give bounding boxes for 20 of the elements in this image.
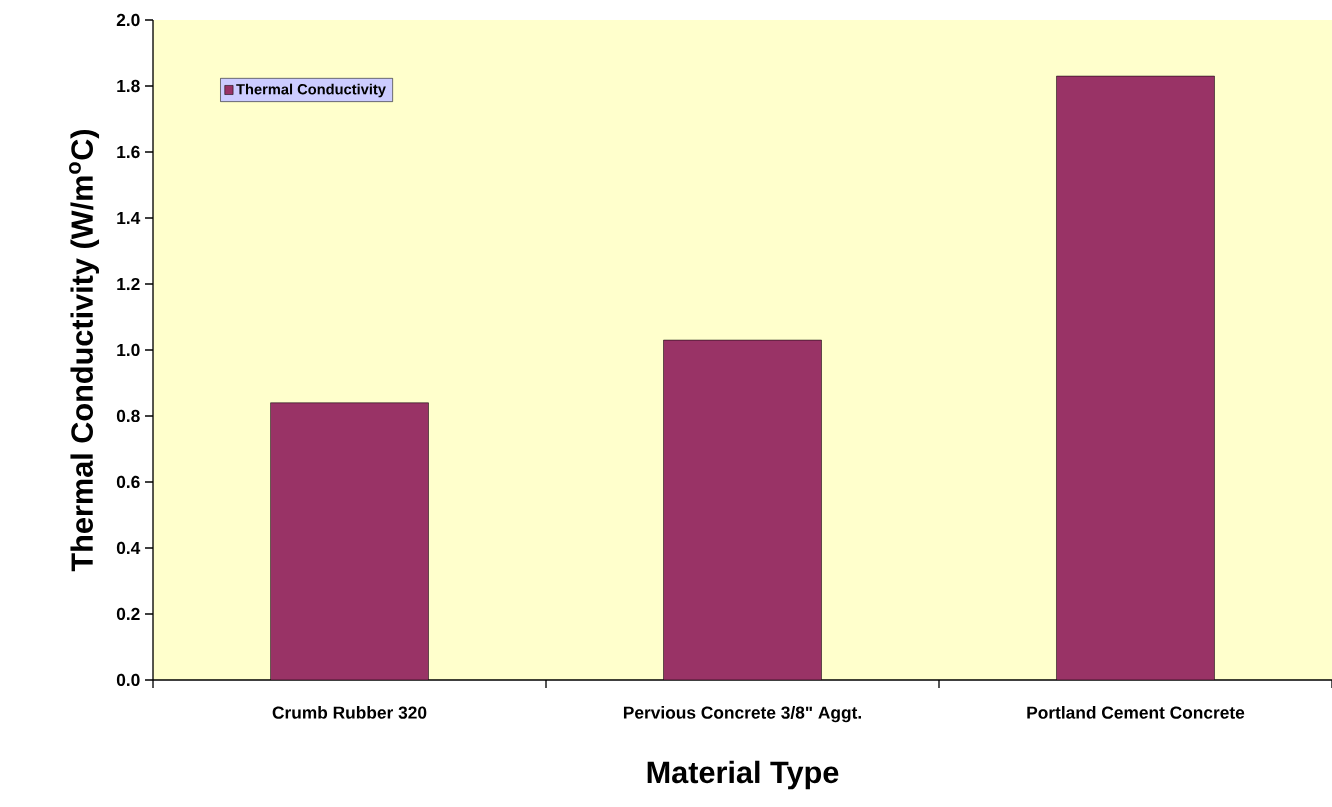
y-tick-label: 0.6: [116, 475, 140, 489]
y-axis-title: Thermal Conductivity (W/m$^{o}$C): [69, 129, 100, 572]
y-tick-label: 1.4: [117, 212, 141, 224]
y-tick-label: 1.8: [117, 79, 140, 93]
bar: [270, 402, 429, 680]
x-tick-label: Pervious Concrete 3/8" Aggt.: [623, 706, 861, 723]
x-tick-label: Crumb Rubber 320: [272, 706, 427, 719]
x-axis-title: Material Type: [647, 760, 839, 790]
legend-label: Thermal Conductivity: [236, 83, 386, 98]
y-tick-label: 2.0: [116, 13, 140, 27]
y-tick-label: 1.6: [117, 145, 140, 159]
y-tick-label: 0.2: [116, 607, 140, 621]
y-tick-label: 0.0: [116, 673, 140, 687]
y-tick-label: 1.2: [117, 277, 140, 291]
bar: [1056, 75, 1215, 680]
y-tick-label: 0.8: [116, 409, 140, 423]
x-tick-label: Portland Cement Concrete: [1027, 706, 1245, 719]
bar: [663, 339, 822, 680]
y-tick-label: 1.0: [117, 343, 140, 357]
y-tick-label: 0.4: [116, 541, 141, 555]
